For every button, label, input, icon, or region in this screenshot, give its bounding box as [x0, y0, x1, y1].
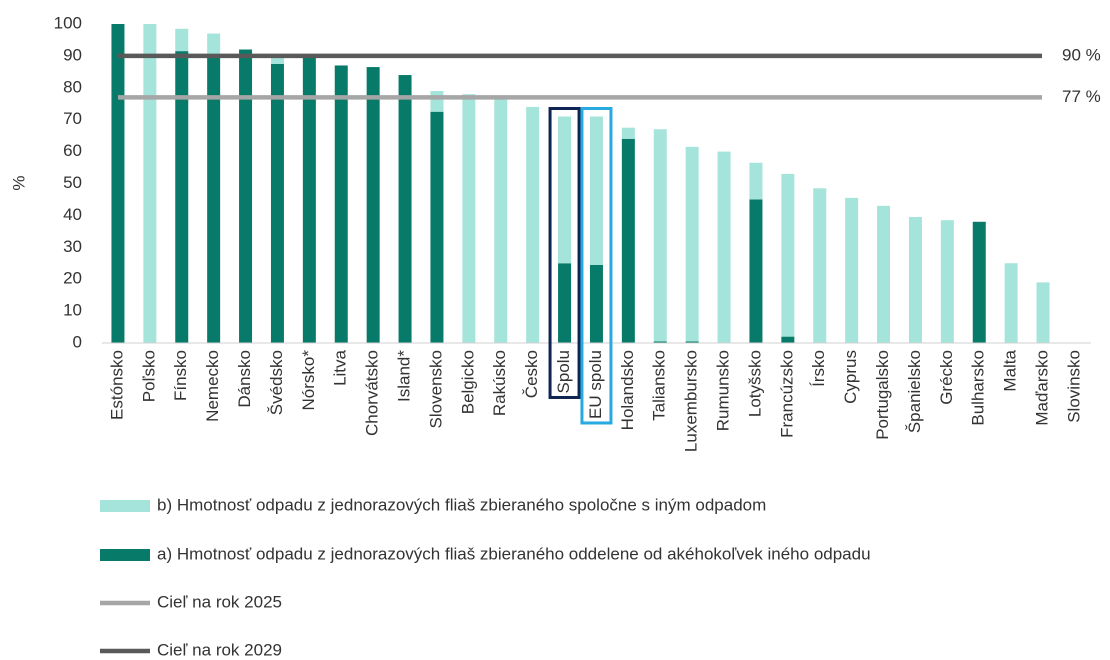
bar-segment — [621, 138, 635, 343]
x-tick-label: Írsko — [809, 350, 828, 387]
x-tick-label: Poľsko — [139, 350, 158, 402]
bar-segment — [845, 197, 859, 343]
x-tick-label: Grécko — [937, 350, 956, 405]
bar-segment — [462, 94, 476, 344]
bar-segment — [589, 116, 603, 265]
x-tick-label: Cyprus — [841, 350, 860, 404]
x-tick-label: Malta — [1001, 349, 1020, 391]
bar-segment — [685, 341, 699, 343]
bar-segment — [813, 188, 827, 343]
x-tick-label: Dánsko — [235, 350, 254, 408]
x-tick-label: Maďarsko — [1033, 350, 1052, 426]
y-tick-label: 20 — [63, 269, 82, 288]
y-tick-label: 30 — [63, 237, 82, 256]
legend-swatch — [100, 549, 150, 561]
bar-segment — [781, 173, 795, 337]
bar-segment — [366, 67, 380, 343]
bar-segment — [1036, 282, 1050, 343]
x-tick-label: Fínsko — [171, 350, 190, 401]
x-tick-label: Slovinsko — [1064, 350, 1083, 423]
highlight-box — [580, 107, 613, 425]
bar-segment — [207, 55, 221, 344]
x-tick-label: Švédsko — [267, 350, 286, 415]
y-axis-label: % — [9, 175, 28, 190]
legend-label: Cieľ na rok 2029 — [157, 640, 282, 659]
bar-segment — [111, 24, 125, 343]
bar-segment — [207, 33, 221, 56]
x-tick-label: Nemecko — [203, 350, 222, 422]
x-tick-label: Belgicko — [458, 350, 477, 414]
x-tick-label: Lotyšsko — [745, 350, 764, 417]
x-tick-label: Česko — [522, 350, 541, 398]
bar-segment — [270, 55, 284, 64]
bar-segment — [653, 129, 667, 342]
x-tick-label: Island* — [395, 350, 414, 402]
bar-segment — [1004, 263, 1018, 343]
y-tick-label: 0 — [73, 332, 82, 351]
x-tick-label: Francúzsko — [777, 350, 796, 438]
bar-segment — [430, 90, 444, 112]
bar-segment — [302, 55, 316, 344]
x-tick-label: Estónsko — [107, 350, 126, 420]
bar-segment — [558, 116, 572, 264]
bar-segment — [239, 49, 253, 344]
x-tick-label: Spolu — [554, 350, 573, 393]
y-tick-label: 80 — [63, 77, 82, 96]
x-tick-label: Holandsko — [618, 350, 637, 430]
bar-segment — [749, 199, 763, 343]
highlight-box — [548, 107, 581, 399]
target-label: 90 % — [1062, 45, 1101, 64]
x-tick-label: Nórsko* — [299, 350, 318, 411]
x-tick-label: Rumunsko — [714, 350, 733, 431]
legend-label: b) Hmotnosť odpadu z jednorazových fliaš… — [157, 495, 766, 514]
bar-segment — [175, 28, 189, 52]
bar-segment — [430, 111, 444, 343]
x-tick-label: Portugalsko — [873, 350, 892, 440]
bar-segment — [526, 106, 540, 343]
y-tick-label: 100 — [54, 13, 82, 32]
bar-segment — [589, 264, 603, 343]
legend-label: Cieľ na rok 2025 — [157, 592, 282, 611]
y-tick-label: 60 — [63, 141, 82, 160]
y-tick-label: 50 — [63, 173, 82, 192]
bar-segment — [908, 216, 922, 343]
bar-segment — [749, 162, 763, 200]
y-tick-label: 10 — [63, 301, 82, 320]
x-tick-label: Bulharsko — [969, 350, 988, 426]
bar-segment — [685, 146, 699, 342]
x-tick-label: Litva — [331, 349, 350, 385]
bar-segment — [972, 221, 986, 343]
x-tick-label: Taliansko — [650, 350, 669, 421]
bar-segment — [717, 151, 731, 343]
x-tick-label: Chorvátsko — [363, 350, 382, 436]
x-tick-label: Luxembursko — [682, 350, 701, 452]
y-tick-label: 90 — [63, 45, 82, 64]
legend-label: a) Hmotnosť odpadu z jednorazových fliaš… — [157, 544, 871, 563]
y-tick-label: 70 — [63, 109, 82, 128]
bar-segment — [334, 65, 348, 343]
bar-segment — [143, 24, 157, 343]
bar-segment — [877, 205, 891, 343]
x-tick-label: Rakúsko — [490, 350, 509, 416]
legend-swatch — [100, 500, 150, 512]
x-tick-label: EU spolu — [586, 350, 605, 419]
bar-segment — [781, 336, 795, 343]
bar-segment — [621, 127, 635, 139]
x-tick-label: Španielsko — [905, 350, 924, 433]
bar-segment — [558, 263, 572, 343]
bar-segment — [653, 341, 667, 343]
bar-segment — [940, 220, 954, 343]
bar-segment — [175, 51, 189, 344]
bar-segment — [398, 75, 412, 343]
bar-segment — [270, 63, 284, 343]
bar-segment — [494, 98, 508, 343]
y-tick-label: 40 — [63, 205, 82, 224]
x-tick-label: Slovensko — [426, 350, 445, 428]
target-label: 77 % — [1062, 87, 1101, 106]
